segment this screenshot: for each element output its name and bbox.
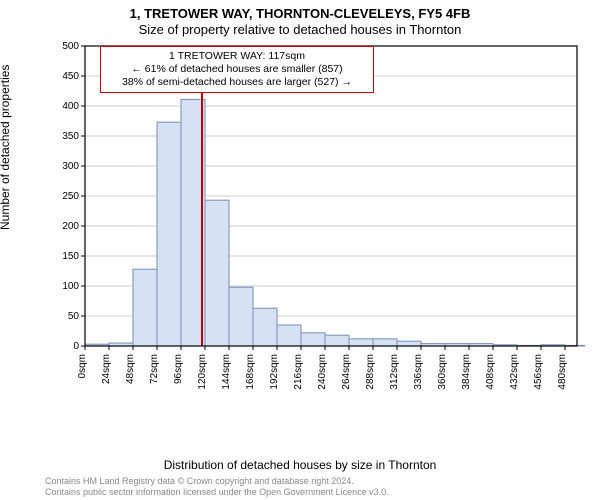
x-axis-label: Distribution of detached houses by size … [0,458,600,472]
svg-text:288sqm: 288sqm [365,354,376,390]
svg-text:500: 500 [62,42,79,52]
svg-text:250: 250 [62,191,79,202]
svg-text:240sqm: 240sqm [317,354,328,390]
histogram-plot: 0 50 100 150 200 250 300 350 400 450 500 0sqm 24sqm 4… [55,42,585,402]
svg-text:192sqm: 192sqm [269,354,280,390]
svg-text:384sqm: 384sqm [461,354,472,390]
annotation-line-1: 1 TRETOWER WAY: 117sqm [107,50,367,63]
svg-text:450: 450 [62,71,79,82]
svg-text:216sqm: 216sqm [293,354,304,390]
svg-text:0sqm: 0sqm [77,354,88,378]
svg-text:300: 300 [62,161,79,172]
svg-text:400: 400 [62,101,79,112]
svg-text:100: 100 [62,281,79,292]
svg-text:480sqm: 480sqm [557,354,568,390]
svg-text:200: 200 [62,221,79,232]
footnote-line-1: Contains HM Land Registry data © Crown c… [45,476,389,487]
page-title: 1, TRETOWER WAY, THORNTON-CLEVELEYS, FY5… [0,6,600,21]
footnote-line-2: Contains public sector information licen… [45,487,389,498]
svg-text:0: 0 [73,341,79,352]
footnote: Contains HM Land Registry data © Crown c… [45,476,389,498]
annotation-line-2: ← 61% of detached houses are smaller (85… [107,63,367,76]
svg-text:24sqm: 24sqm [101,354,112,384]
svg-text:408sqm: 408sqm [485,354,496,390]
chart-svg: 0 50 100 150 200 250 300 350 400 450 500 0sqm 24sqm 4… [55,42,585,402]
svg-text:168sqm: 168sqm [245,354,256,390]
svg-text:120sqm: 120sqm [197,354,208,390]
svg-text:72sqm: 72sqm [149,354,160,384]
annotation-box: 1 TRETOWER WAY: 117sqm ← 61% of detached… [100,46,374,93]
svg-text:456sqm: 456sqm [533,354,544,390]
svg-text:150: 150 [62,251,79,262]
annotation-line-3: 38% of semi-detached houses are larger (… [107,76,367,89]
svg-text:432sqm: 432sqm [509,354,520,390]
svg-text:144sqm: 144sqm [221,354,232,390]
page-subtitle: Size of property relative to detached ho… [0,22,600,37]
y-axis-label: Number of detached properties [0,65,12,230]
svg-text:360sqm: 360sqm [437,354,448,390]
svg-text:350: 350 [62,131,79,142]
svg-text:264sqm: 264sqm [341,354,352,390]
svg-text:336sqm: 336sqm [413,354,424,390]
svg-text:50: 50 [68,311,80,322]
svg-text:96sqm: 96sqm [173,354,184,384]
svg-text:48sqm: 48sqm [125,354,136,384]
svg-text:312sqm: 312sqm [389,354,400,390]
